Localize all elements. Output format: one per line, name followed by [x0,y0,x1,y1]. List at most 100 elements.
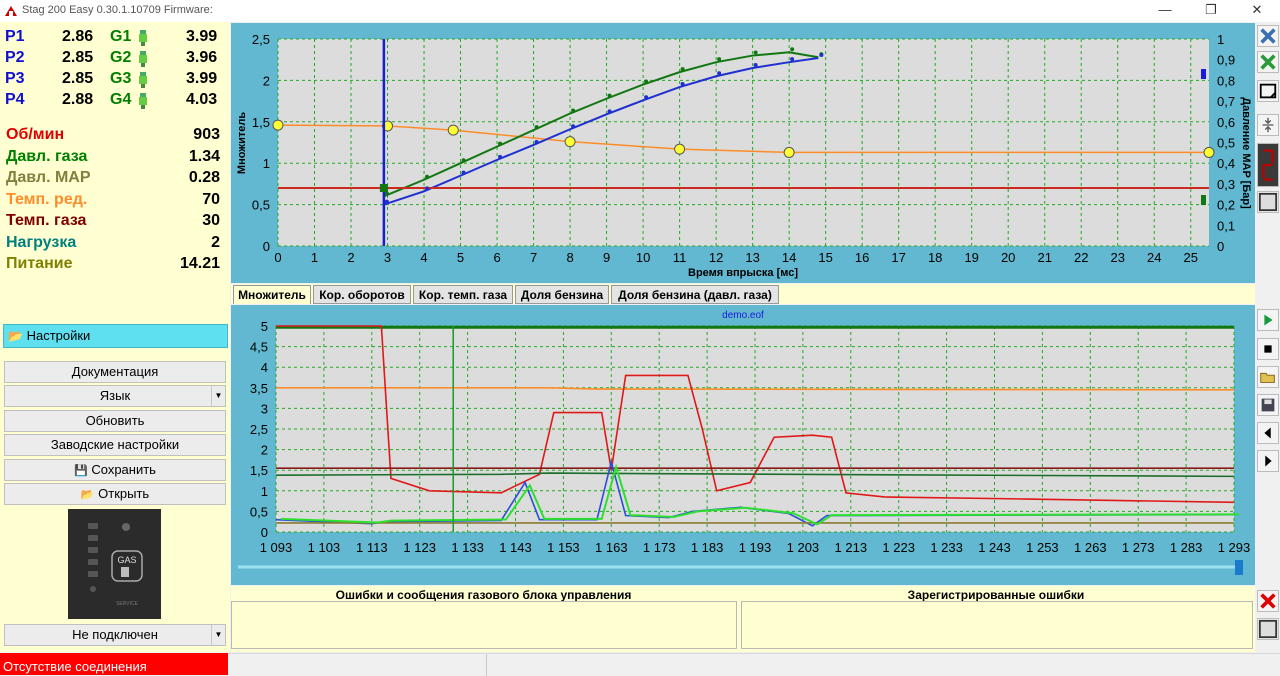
previous-icon[interactable] [1257,422,1279,444]
save-label: Сохранить [91,462,156,477]
update-label: Обновить [85,413,145,428]
tab-petrol-share[interactable]: Доля бензина [515,285,609,304]
y-tick-label: 1 [263,156,270,171]
map-max-marker [1201,69,1206,79]
title-bar: Stag 200 Easy 0.30.1.10709 Firmware: — ❐… [0,0,1280,22]
tab-multiplier[interactable]: Множитель [233,285,311,304]
sample-point [498,141,503,146]
gas-injector-label: G4 [110,91,132,108]
oscilloscope-chart-svg: 1 093 1 103 1 113 1 123 1 133 1 143 1 153 1 163… [238,310,1250,575]
gas-injector-label: G1 [110,28,132,45]
x-tick-label: 24 [1147,250,1161,265]
language-select[interactable]: Язык ▼ [4,385,226,407]
y-tick-label: 3 [261,401,268,416]
gas-switch-image: GAS SERVICE [68,509,161,619]
x-tick-label: 20 [1001,250,1015,265]
sample-point [753,62,758,67]
sample-point [717,71,722,76]
restore-button[interactable]: ❐ [1205,2,1217,17]
correction-point [783,146,795,158]
sensor-gas-pressure: Давл. газа 1.34 [0,148,230,170]
collapse-icon[interactable] [1257,114,1279,136]
sample-point [384,191,389,196]
registered-errors-title: Зарегистрированные ошибки [907,588,1085,602]
sensor-reducer-temp: Темп. ред. 70 [0,191,230,213]
correction-point [564,136,576,148]
x-tick-label: 21 [1037,250,1051,265]
file-name: demo.eof [722,310,764,321]
y2-tick-label: 0,7 [1217,94,1235,109]
y-tick-label: 4,5 [250,340,268,355]
multiplier-chart[interactable]: 0 1 2 3 4 5 6 7 8 9 10 11 12 13 14 15 16 17 18 19 20 21 22 23 24… [231,23,1255,283]
update-button[interactable]: Обновить [4,410,226,432]
sensor-label: Темп. ред. [6,190,88,208]
x-tick-label: 18 [928,250,942,265]
scroll-handle[interactable] [1235,560,1243,575]
window-toggle-icon[interactable] [1257,80,1279,102]
sample-point [790,47,795,52]
documentation-button[interactable]: Документация [4,361,226,383]
sample-point [425,186,430,191]
blank-square-icon[interactable] [1257,191,1279,213]
y2-tick-label: 0,2 [1217,198,1235,213]
open-button[interactable]: 📂 Открыть [4,483,226,505]
tab-bar: Множитель Кор. оборотов Кор. темп. газа … [231,284,1255,304]
x-tick-label: 25 [1184,250,1198,265]
x-tick-label: 1 183 [691,540,724,555]
x-tick-label: 16 [855,250,869,265]
sample-point [461,170,466,175]
oscilloscope-chart[interactable]: 1 093 1 103 1 113 1 123 1 133 1 143 1 153 1 163… [231,305,1255,585]
y2-tick-label: 0,4 [1217,156,1235,171]
settings-button[interactable]: 📂 Настройки [3,324,228,348]
gas-pressure-trace [275,472,1235,478]
window-title: Stag 200 Easy 0.30.1.10709 Firmware: [22,4,213,16]
x-tick-label: 22 [1074,250,1088,265]
clear-errors-icon[interactable] [1257,590,1279,612]
next-icon[interactable] [1257,450,1279,472]
y-tick-label: 5 [261,319,268,334]
y-tick-label: 1,5 [252,115,270,130]
sample-point [607,109,612,114]
save-button[interactable]: 💾 Сохранить [4,459,226,481]
correction-point [674,143,686,155]
save-file-icon[interactable] [1257,394,1279,416]
minimize-button[interactable]: — [1158,2,1172,17]
sample-point [571,124,576,129]
delete-points-icon[interactable] [1257,25,1279,47]
open-label: Открыть [98,486,150,501]
sensor-label: Темп. газа [6,212,87,229]
sensor-value: 2 [211,233,220,251]
injector-icon [139,30,147,46]
tab-gas-temp-correction[interactable]: Кор. темп. газа [413,285,513,304]
x-axis-label: Время впрыска [мс] [688,267,798,279]
x-tick-label: 23 [1110,250,1124,265]
injector-row: P3 2.85 G3 3.99 [0,70,230,91]
sample-point [461,158,466,163]
x-tick-label: 6 [493,250,500,265]
ecu-errors-list[interactable] [231,601,737,649]
blank-square-icon[interactable] [1257,618,1279,640]
connection-select[interactable]: Не подключен ▼ [4,624,226,646]
play-icon[interactable] [1257,309,1279,331]
gas-injection-trace [280,463,1239,526]
tab-petrol-share-gas-pressure[interactable]: Доля бензина (давл. газа) [611,285,779,304]
clear-points-icon[interactable] [1257,51,1279,73]
y-tick-label: 1,5 [250,463,268,478]
gas-injector-value: 4.03 [186,91,218,108]
petrol-injector-label: P3 [5,70,25,87]
close-button[interactable]: ✕ [1251,2,1263,17]
factory-settings-button[interactable]: Заводские настройки [4,434,226,456]
petrol-injector-value: 2.85 [62,49,94,66]
x-tick-label: 1 093 [260,540,293,555]
x-tick-label: 1 213 [835,540,868,555]
tab-rpm-correction[interactable]: Кор. оборотов [313,285,411,304]
registered-errors-list[interactable] [741,601,1253,649]
y2-tick-label: 1 [1217,32,1224,47]
open-file-icon[interactable] [1257,366,1279,388]
reducer-temp-trace [276,387,1235,391]
stop-icon[interactable] [1257,338,1279,360]
injector-icon [139,93,147,109]
sample-point [534,125,539,130]
sample-point [644,79,649,84]
gas-label: GAS [117,555,136,565]
